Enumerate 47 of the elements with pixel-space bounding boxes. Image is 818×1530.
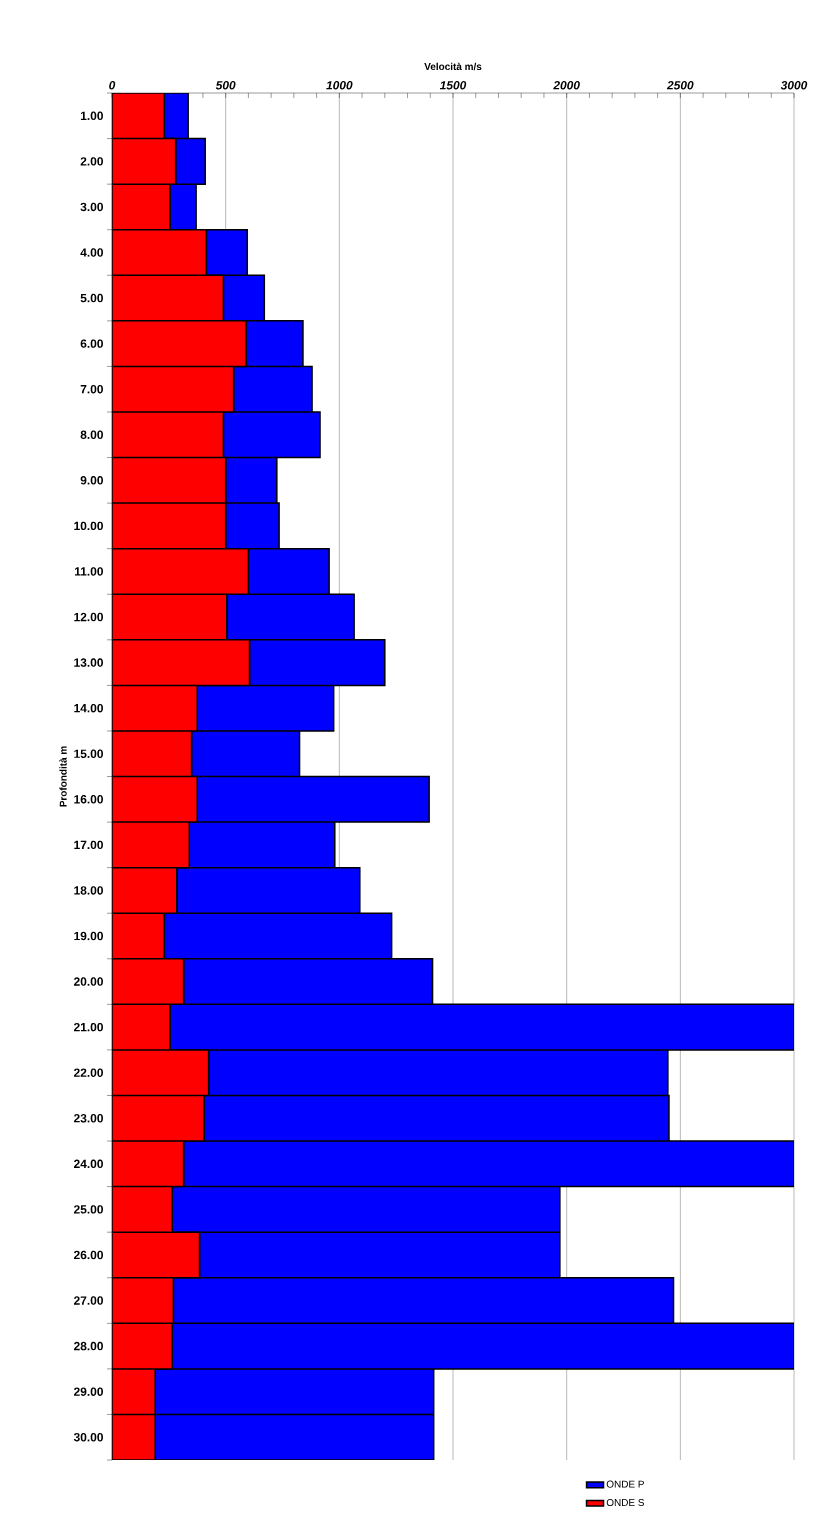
y-tick-label: 13.00	[74, 658, 103, 667]
legend-label: ONDE S	[606, 1499, 645, 1507]
y-tick-label: 12.00	[74, 612, 103, 622]
y-tick-label: 19.00	[74, 931, 103, 941]
y-tick-label: 18.00	[74, 886, 103, 895]
x-tick-label: 500	[215, 81, 236, 90]
y-tick-label: 17.00	[74, 840, 103, 850]
x-tick-label: 2500	[666, 81, 694, 90]
y-tick-label: 8.00	[80, 430, 103, 439]
y-tick-label: 14.00	[74, 703, 103, 713]
y-tick-label: 25.00	[73, 1205, 103, 1214]
y-tick-label: 7.00	[80, 384, 103, 394]
y-tick-label: 26.00	[73, 1250, 103, 1260]
y-tick-label: 6.00	[80, 339, 103, 348]
y-tick-label: 28.00	[73, 1341, 103, 1351]
y-tick-label: 27.00	[73, 1296, 103, 1305]
y-tick-label: 5.00	[80, 293, 103, 303]
y-tick-label: 24.00	[73, 1159, 103, 1169]
y-tick-label: 30.00	[73, 1433, 103, 1442]
y-tick-label: 2.00	[80, 157, 103, 166]
y-tick-label: 22.00	[73, 1068, 103, 1077]
bar	[198, 1231, 561, 1279]
bar	[112, 1231, 201, 1279]
y-tick-label: 20.00	[73, 977, 103, 986]
bar	[163, 912, 393, 960]
x-tick-label: 1500	[439, 81, 467, 90]
bar	[226, 593, 355, 641]
y-tick-label: 4.00	[80, 248, 103, 257]
y-tick-label: 1.00	[80, 111, 103, 121]
y-tick-label: 21.00	[73, 1022, 103, 1032]
bar	[112, 593, 228, 641]
y-tick-label: 29.00	[73, 1387, 103, 1396]
x-axis-title: Velocità m/s	[424, 62, 482, 71]
legend-label: ONDE P	[606, 1480, 644, 1488]
x-tick-label: 2000	[553, 81, 580, 90]
y-tick-label: 15.00	[74, 749, 103, 758]
y-tick-label: 23.00	[73, 1114, 103, 1123]
y-axis-title: Profondità m	[59, 746, 67, 807]
y-tick-label: 9.00	[80, 476, 103, 485]
bar	[112, 912, 166, 960]
x-tick-label: 1000	[326, 81, 353, 90]
y-tick-label: 3.00	[80, 202, 103, 212]
x-tick-label: 0	[109, 81, 116, 90]
y-tick-label: 16.00	[74, 795, 103, 804]
y-tick-label: 11.00	[74, 567, 103, 576]
x-tick-label: 3000	[780, 81, 808, 90]
y-tick-label: 10.00	[74, 521, 103, 531]
